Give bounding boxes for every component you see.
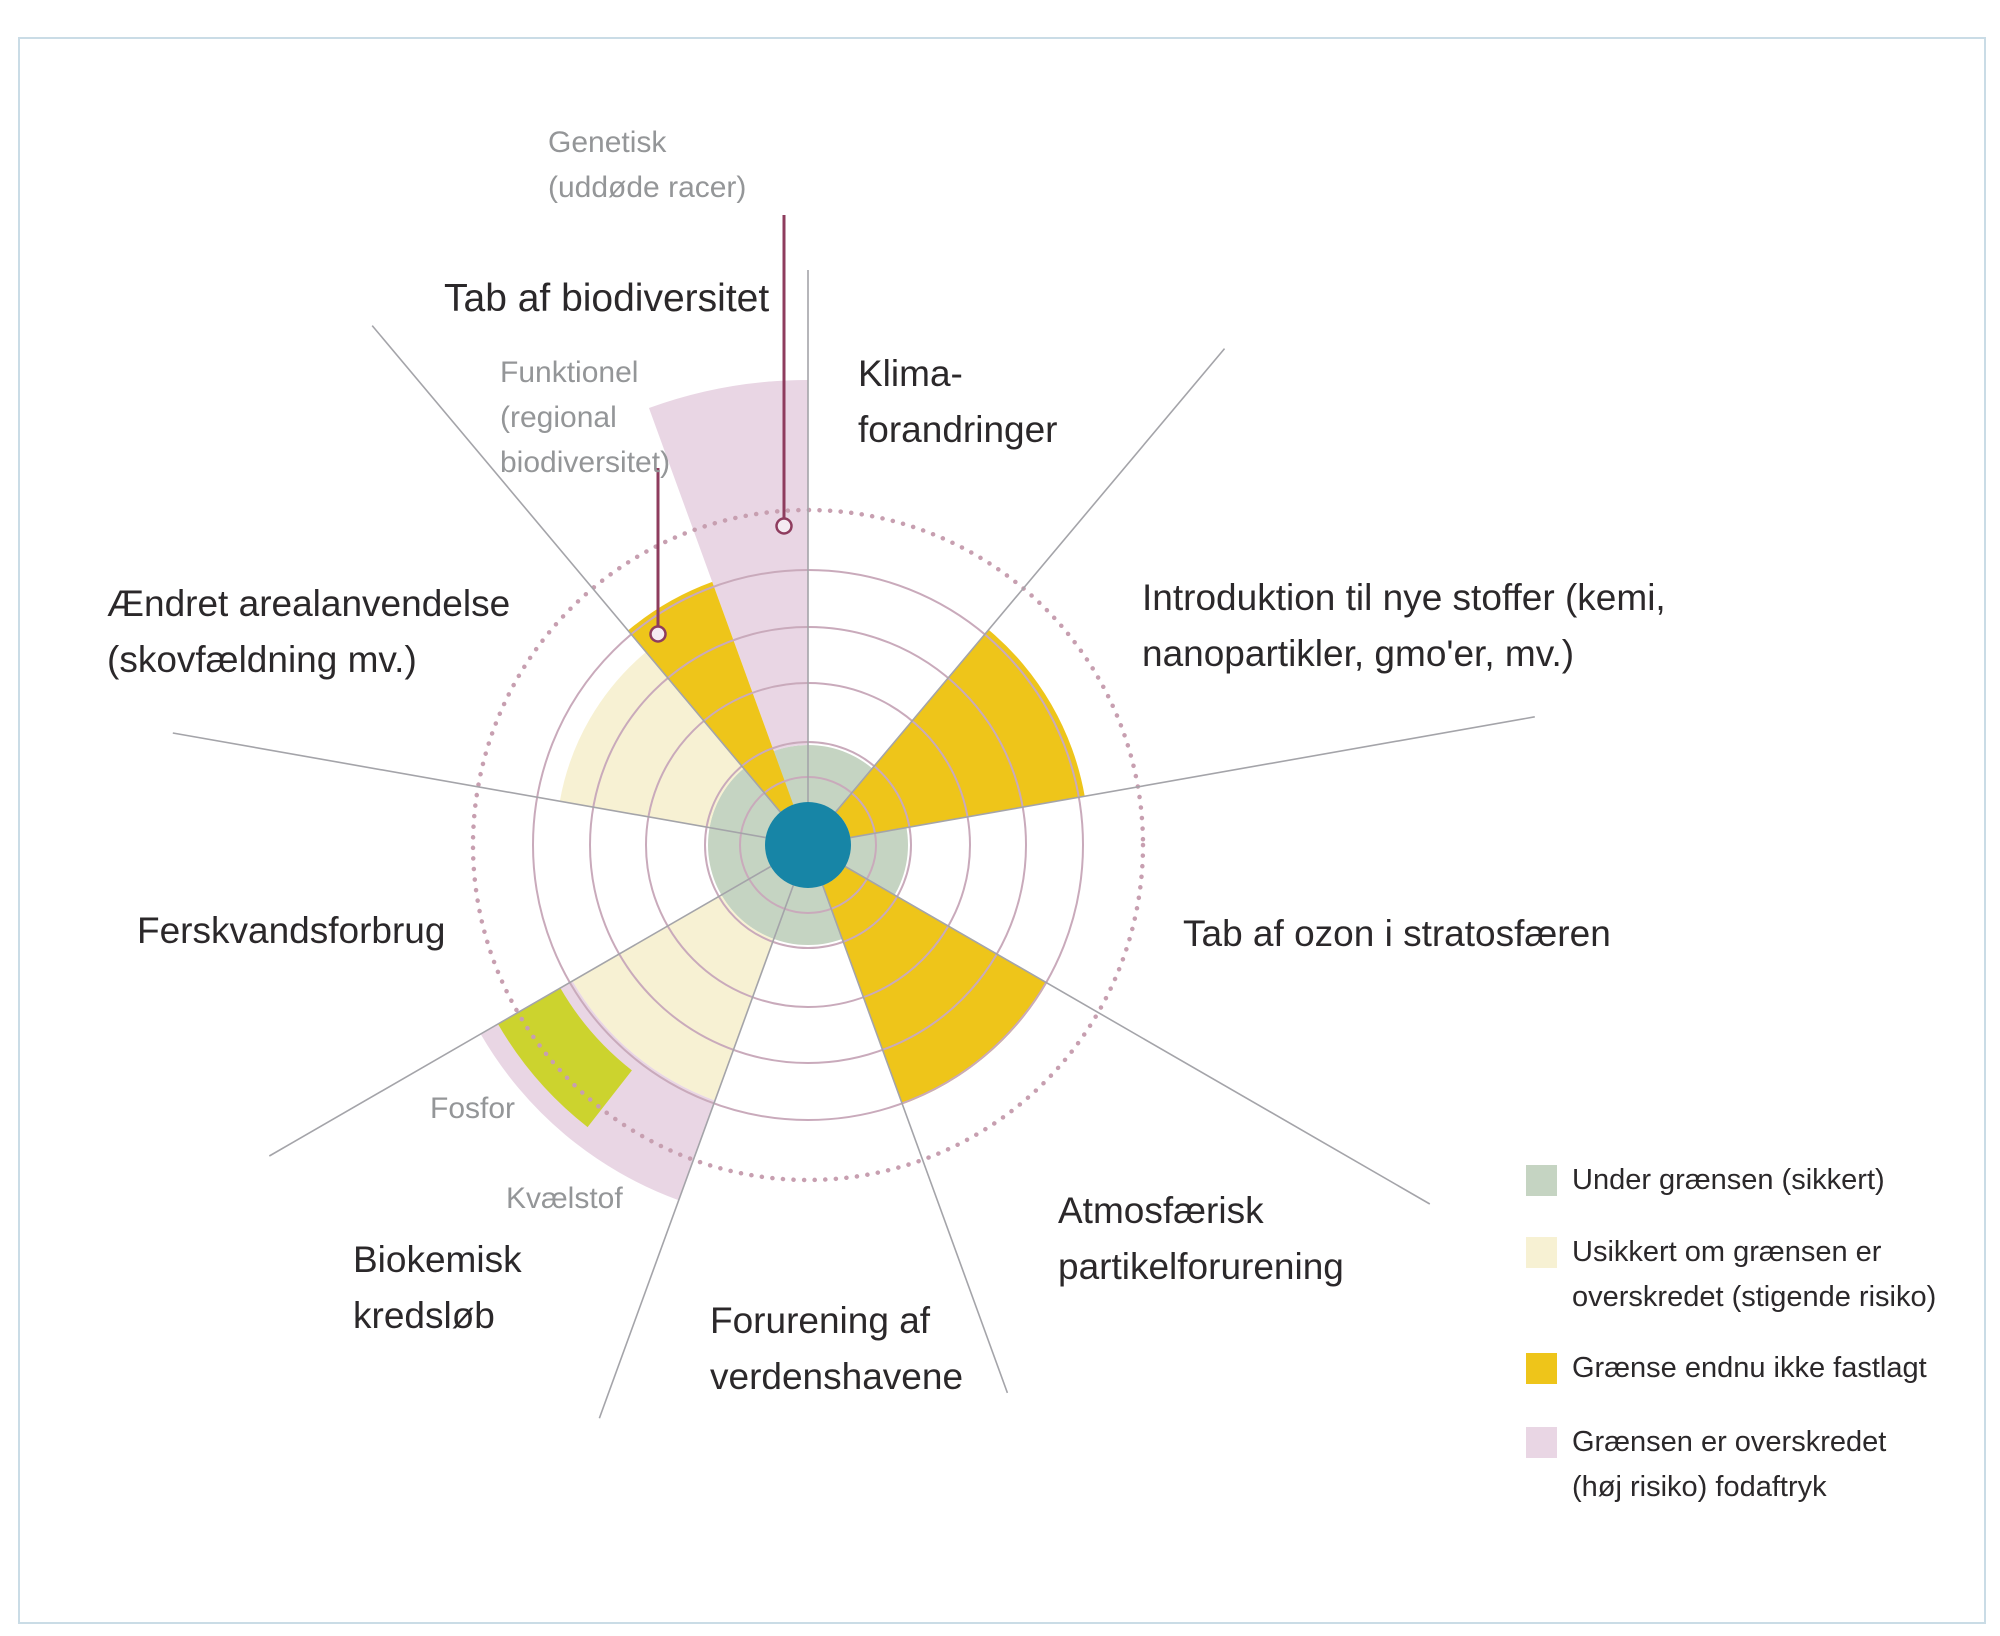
sector-label-ferskvandsforbrug: Ferskvandsforbrug [137, 910, 446, 951]
sector-label-biokemisk-kredsloeb: Biokemisk kredsløb [353, 1239, 522, 1336]
sector-spoke-320 [371, 325, 781, 813]
wedge-genetisk-overskredet [648, 380, 808, 752]
sector-spoke-40 [835, 348, 1226, 813]
sector-label-tab-af-ozon: Tab af ozon i stratosfæren [1183, 913, 1611, 954]
legend-swatch-yellow [1526, 1353, 1557, 1384]
legend-item-graense-ikke-fastlagt: Grænse endnu ikke fastlagt [1526, 1346, 1986, 1391]
legend-item-under-graensen: Under grænsen (sikkert) [1526, 1158, 1986, 1203]
sector-label-aendret-arealanvendelse: Ændret arealanvendelse (skovfældning mv.… [107, 583, 511, 680]
wedge-arealanvendelse-usikkert [559, 651, 744, 828]
sector-spoke-280 [172, 732, 766, 839]
legend-swatch-cream [1526, 1237, 1557, 1268]
legend: Under grænsen (sikkert) Usikkert om græn… [1526, 1158, 1986, 1510]
genetisk-pointer-marker [775, 517, 793, 535]
legend-swatch-pink [1526, 1427, 1557, 1458]
legend-item-usikkert: Usikkert om grænsen er overskredet (stig… [1526, 1230, 1986, 1320]
wedge-nye-stoffer-ikke-fastlagt [835, 629, 1085, 838]
sector-sublabel-kvaelstof: Kvælstof [506, 1182, 623, 1215]
legend-label: Grænsen er overskredet (høj risiko) foda… [1572, 1426, 1887, 1503]
sector-label-atmosfaerisk-partikelforurening: Atmosfærisk partikelforurening [1058, 1190, 1344, 1287]
sector-sublabel-funktionel: Funktionel (regional biodiversitet) [500, 356, 671, 479]
sector-label-klimaforandringer: Klima- forandringer [858, 353, 1058, 450]
sector-spoke-80 [850, 716, 1535, 839]
wedge-partikler-ikke-fastlagt [822, 866, 1048, 1105]
sector-label-forurening-af-verdenshavene: Forurening af verdenshavene [710, 1300, 964, 1397]
sector-sublabel-genetisk: Genetisk (uddøde racer) [548, 126, 747, 204]
legend-label: Usikkert om grænsen er overskredet (stig… [1572, 1236, 1937, 1313]
sector-label-introduktion-nye-stoffer: Introduktion til nye stoffer (kemi, nano… [1142, 577, 1666, 674]
sector-spoke-200 [598, 885, 795, 1419]
legend-label: Under grænsen (sikkert) [1572, 1164, 1885, 1196]
legend-item-graensen-overskredet: Grænsen er overskredet (høj risiko) foda… [1526, 1420, 1986, 1510]
wedge-funktionel-ikke-fastlagt [628, 581, 794, 813]
sector-spoke-120 [844, 865, 1431, 1205]
wedge-fosfor-band [497, 988, 632, 1128]
legend-label: Grænse endnu ikke fastlagt [1572, 1352, 1927, 1384]
funktionel-pointer-marker [649, 625, 667, 643]
sector-spoke-240 [268, 865, 772, 1157]
center-hub [765, 802, 851, 888]
sector-label-tab-af-biodiversitet: Tab af biodiversitet [444, 277, 770, 320]
sector-spoke-160 [821, 885, 1009, 1394]
legend-swatch-green [1526, 1165, 1557, 1196]
wedge-biokemisk-usikkert [572, 895, 774, 1101]
sector-sublabel-fosfor: Fosfor [430, 1092, 516, 1125]
